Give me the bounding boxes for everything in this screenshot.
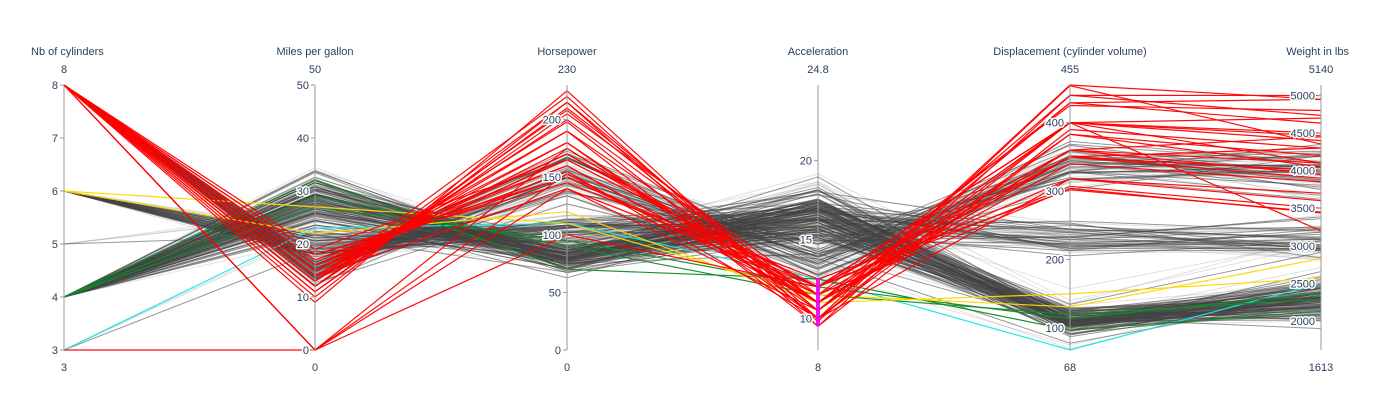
highlight-line-red-23 — [63, 84, 1322, 304]
tick-label-mpg-1: 10 — [297, 292, 309, 304]
tick-label-mpg-2: 20 — [297, 239, 309, 251]
tick-label-acc-1: 15 — [800, 235, 812, 247]
highlight-line-red-21 — [63, 84, 1322, 288]
tick-label-wt-3: 3500 — [1291, 203, 1315, 215]
highlighted-lines — [63, 84, 1322, 351]
tick-label-hp-4: 200 — [543, 115, 561, 127]
axis-cyl[interactable]: 3 4 5 6 7 8 Nb of cylinders 8 3 — [31, 46, 104, 374]
brush-range-acc[interactable] — [816, 279, 820, 327]
brush — [816, 279, 820, 327]
context-line-129 — [63, 167, 1322, 307]
tick-label-mpg-3: 30 — [297, 186, 309, 198]
tick-label-cyl-1: 4 — [52, 292, 58, 304]
highlight-line-red-24 — [63, 84, 1322, 328]
tick-label-disp-3: 400 — [1046, 118, 1064, 130]
tick-label-acc-2: 20 — [800, 156, 812, 168]
axis-title-hp: Horsepower — [537, 46, 597, 58]
axis-title-acc: Acceleration — [788, 46, 849, 58]
tick-label-hp-2: 100 — [543, 230, 561, 242]
context-line-242 — [63, 84, 1322, 288]
highlight-line-green-32 — [63, 195, 1322, 316]
tick-label-disp-0: 100 — [1046, 323, 1064, 335]
tick-label-cyl-3: 6 — [52, 186, 58, 198]
tick-label-hp-0: 0 — [555, 345, 561, 357]
tick-label-cyl-5: 8 — [52, 80, 58, 92]
highlight-line-red-28 — [63, 84, 1322, 351]
tick-label-wt-4: 4000 — [1291, 166, 1315, 178]
axis-wt[interactable]: 2000 2500 3000 3500 4000 4500 5000 Weight in lb… — [1286, 46, 1349, 374]
tick-label-wt-1: 2500 — [1291, 278, 1315, 290]
context-line-276 — [63, 230, 1322, 351]
tick-label-wt-6: 5000 — [1291, 91, 1315, 103]
highlight-line-red-18 — [63, 84, 1322, 296]
axis-title-disp: Displacement (cylinder volume) — [993, 46, 1146, 58]
highlight-line-red-1 — [63, 84, 1322, 312]
axis-title-wt: Weight in lbs — [1286, 46, 1349, 58]
axis-acc[interactable]: 10 15 20 Acceleration 24.8 8 — [788, 46, 849, 374]
tick-label-cyl-0: 3 — [52, 345, 58, 357]
tick-label-cyl-2: 5 — [52, 239, 58, 251]
axis-min-hp: 0 — [564, 362, 570, 374]
highlight-line-green-31 — [63, 179, 1322, 331]
axis-hp[interactable]: 0 50 100 150 200 Horsepower 230 0 — [537, 46, 597, 374]
axis-min-cyl: 3 — [61, 362, 67, 374]
axis-max-disp: 455 — [1061, 64, 1079, 76]
axis-max-acc: 24.8 — [807, 64, 828, 76]
context-line-269 — [63, 84, 1322, 272]
tick-label-wt-5: 4500 — [1291, 128, 1315, 140]
highlight-line-red-27 — [64, 122, 1322, 351]
tick-label-disp-1: 200 — [1046, 255, 1064, 267]
context-line-263 — [63, 84, 1322, 286]
axis-title-cyl: Nb of cylinders — [31, 46, 104, 58]
highlight-line-red-19 — [63, 84, 1322, 288]
highlight-line-red-14 — [63, 84, 1322, 280]
axis-max-hp: 230 — [558, 64, 576, 76]
axis-title-mpg: Miles per gallon — [276, 46, 353, 58]
tick-label-hp-3: 150 — [543, 172, 561, 184]
axis-min-mpg: 0 — [312, 362, 318, 374]
context-line-197 — [63, 190, 1322, 251]
highlight-line-red-20 — [63, 84, 1322, 304]
axis-max-wt: 5140 — [1309, 64, 1333, 76]
tick-label-cyl-4: 7 — [52, 133, 58, 145]
tick-label-mpg-5: 50 — [297, 80, 309, 92]
highlight-line-red-22 — [63, 84, 1322, 312]
context-line-264 — [63, 84, 1322, 278]
highlight-line-gold-29 — [63, 190, 1322, 308]
tick-label-wt-2: 3000 — [1291, 241, 1315, 253]
axis-max-mpg: 50 — [309, 64, 321, 76]
axis-min-disp: 68 — [1064, 362, 1076, 374]
tick-label-mpg-0: 0 — [303, 345, 309, 357]
context-line-98 — [63, 178, 1322, 329]
axis-mpg[interactable]: 0 10 20 30 40 50 Miles per gallon 50 0 — [276, 46, 353, 374]
axis-min-wt: 1613 — [1309, 362, 1333, 374]
axis-max-cyl: 8 — [61, 64, 67, 76]
axis-min-acc: 8 — [815, 362, 821, 374]
context-line-247 — [63, 84, 1322, 279]
tick-label-wt-0: 2000 — [1291, 316, 1315, 328]
tick-label-hp-1: 50 — [549, 287, 561, 299]
tick-label-mpg-4: 40 — [297, 133, 309, 145]
axis-disp[interactable]: 100 200 300 400 Displacement (cylinder volum… — [993, 46, 1146, 374]
tick-label-disp-2: 300 — [1046, 186, 1064, 198]
context-line-128 — [63, 199, 1322, 314]
tick-label-acc-0: 10 — [800, 313, 812, 325]
